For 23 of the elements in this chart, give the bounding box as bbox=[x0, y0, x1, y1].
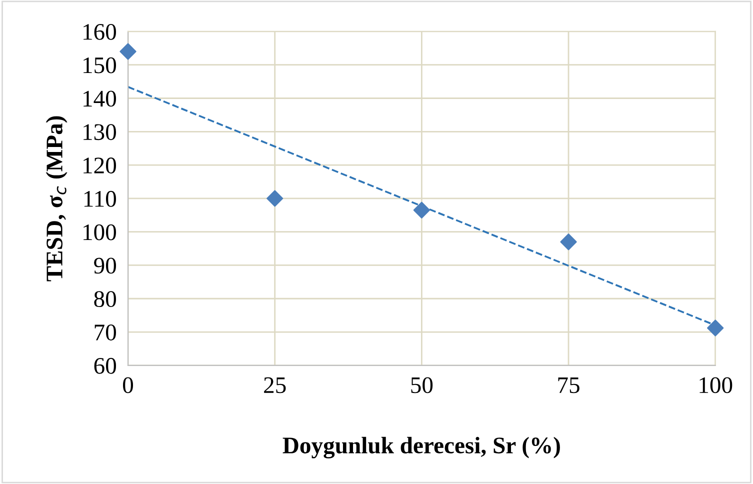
point bbox=[120, 43, 136, 60]
x-tick-label: 50 bbox=[411, 377, 433, 394]
point bbox=[560, 234, 577, 250]
x-tick-label: 100 bbox=[700, 377, 732, 394]
point bbox=[266, 190, 284, 207]
y-tick-label: 140 bbox=[84, 90, 116, 107]
y-tick-label: 150 bbox=[84, 57, 116, 74]
y-tick-label: 90 bbox=[94, 258, 116, 274]
point bbox=[707, 320, 724, 336]
y-tick-label: 160 bbox=[84, 24, 116, 40]
y-tick-label: 120 bbox=[84, 158, 116, 174]
y-tick-label: 60 bbox=[94, 358, 116, 374]
y-tick-label: 130 bbox=[84, 124, 116, 140]
x-tick-label: 25 bbox=[264, 377, 286, 394]
x-axis-title: Doygunluk derecesi, Sr (%) bbox=[282, 436, 560, 458]
y-tick-label: 70 bbox=[94, 324, 116, 340]
y-tick-label: 100 bbox=[84, 224, 116, 240]
y-axis-title: TESD, σ$_{c}$ (MPa) bbox=[46, 116, 68, 282]
y-tick-label: 80 bbox=[94, 291, 116, 308]
x-tick-label: 75 bbox=[558, 377, 580, 394]
point bbox=[413, 202, 430, 218]
y-tick-label: 110 bbox=[84, 190, 116, 207]
x-tick-label: 0 bbox=[123, 377, 134, 394]
